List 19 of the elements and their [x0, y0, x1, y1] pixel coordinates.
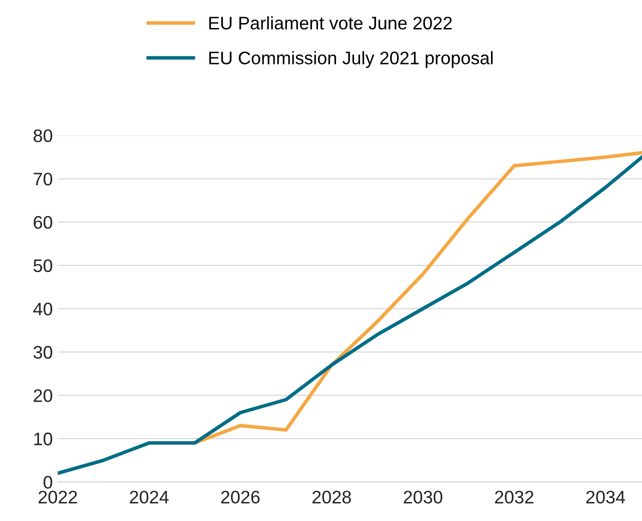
x-tick-label: 2028 — [312, 490, 351, 504]
y-tick-label: 20 — [34, 389, 52, 402]
x-tick-label: 2032 — [495, 490, 534, 504]
x-tick-label: 2024 — [130, 490, 169, 504]
x-tick-label: 2034 — [586, 490, 626, 504]
x-tick-label: 2030 — [404, 490, 442, 504]
y-tick-label: 10 — [34, 432, 52, 446]
y-tick-label: 50 — [34, 259, 52, 272]
line-series — [58, 155, 642, 475]
y-tick-label: 30 — [34, 346, 52, 359]
y-tick-label: 0 — [44, 476, 52, 489]
x-tick-label: 2022 — [38, 490, 77, 504]
legend-label: EU Parliament vote June 2022 — [209, 16, 452, 30]
y-tick-label: 60 — [34, 216, 52, 229]
x-tick-label: 2026 — [221, 490, 260, 504]
y-tick-label: 80 — [34, 129, 52, 142]
y-tick-label: 40 — [33, 302, 52, 316]
y-tick-label: 70 — [34, 172, 52, 186]
legend-label: EU Commission July 2021 proposal — [209, 51, 493, 68]
